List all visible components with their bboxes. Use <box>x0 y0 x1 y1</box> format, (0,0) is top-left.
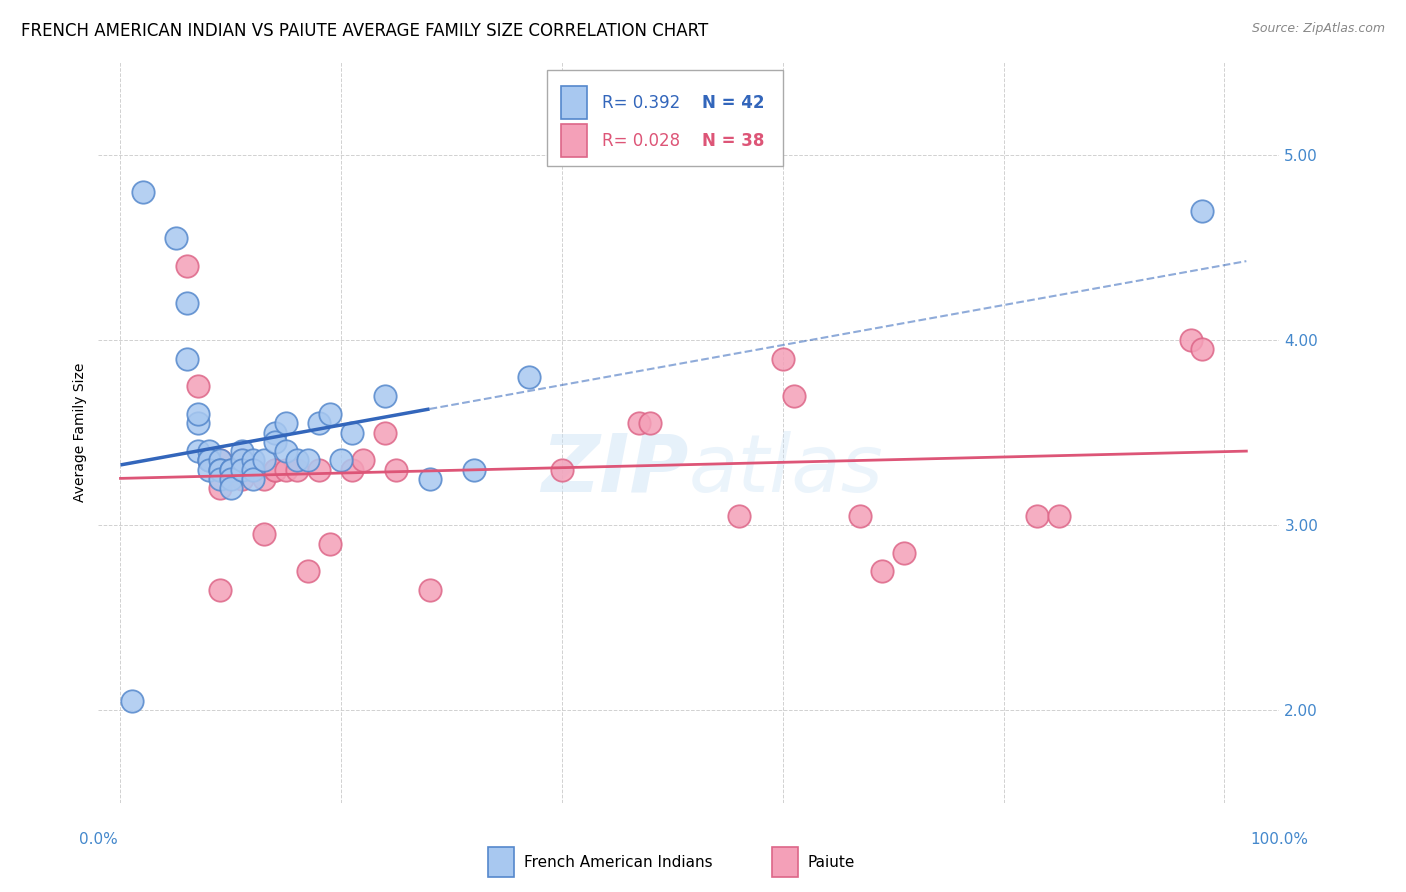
Point <box>208 582 231 597</box>
Point <box>198 453 221 467</box>
Point <box>463 462 485 476</box>
Point <box>517 370 540 384</box>
Point <box>308 417 330 431</box>
Point <box>198 444 221 458</box>
Bar <box>561 124 588 157</box>
Y-axis label: Average Family Size: Average Family Size <box>73 363 87 502</box>
Point <box>242 462 264 476</box>
Point <box>1047 508 1070 523</box>
Point <box>187 417 209 431</box>
Point <box>264 434 287 449</box>
Point <box>121 694 143 708</box>
Point <box>131 185 153 199</box>
Point <box>242 462 264 476</box>
Point <box>342 425 364 440</box>
Point <box>419 582 441 597</box>
Point <box>165 231 187 245</box>
Point <box>176 296 198 310</box>
Point <box>242 472 264 486</box>
Point <box>264 462 287 476</box>
Point <box>198 462 221 476</box>
Point <box>231 462 253 476</box>
Point <box>208 453 231 467</box>
Point <box>385 462 408 476</box>
Point <box>219 462 242 476</box>
Point <box>208 462 231 476</box>
Point <box>208 481 231 495</box>
Point <box>783 388 806 402</box>
Point <box>219 481 242 495</box>
Point <box>253 472 276 486</box>
Point <box>253 453 276 467</box>
Point <box>274 444 297 458</box>
Point <box>285 453 308 467</box>
Point <box>352 453 374 467</box>
Point <box>419 472 441 486</box>
Point <box>319 536 342 550</box>
Text: Source: ZipAtlas.com: Source: ZipAtlas.com <box>1251 22 1385 36</box>
Bar <box>488 847 515 877</box>
Point <box>772 351 794 366</box>
Point <box>231 453 253 467</box>
Point <box>374 388 396 402</box>
Point <box>219 462 242 476</box>
Text: N = 42: N = 42 <box>702 94 765 112</box>
Point <box>187 407 209 421</box>
Point <box>219 462 242 476</box>
Point <box>628 417 651 431</box>
Point <box>342 462 364 476</box>
Text: FRENCH AMERICAN INDIAN VS PAIUTE AVERAGE FAMILY SIZE CORRELATION CHART: FRENCH AMERICAN INDIAN VS PAIUTE AVERAGE… <box>21 22 709 40</box>
Point <box>274 462 297 476</box>
Point <box>187 444 209 458</box>
Point <box>308 462 330 476</box>
Point <box>297 453 319 467</box>
Point <box>231 453 253 467</box>
Text: ZIP: ZIP <box>541 431 689 508</box>
Text: R= 0.028: R= 0.028 <box>602 131 679 150</box>
Point <box>208 472 231 486</box>
Text: R= 0.392: R= 0.392 <box>602 94 679 112</box>
Point <box>198 453 221 467</box>
Text: 0.0%: 0.0% <box>79 832 118 847</box>
Point <box>242 453 264 467</box>
Point <box>893 546 915 560</box>
Point <box>849 508 872 523</box>
Point <box>208 462 231 476</box>
Point <box>285 462 308 476</box>
Point <box>219 462 242 476</box>
Point <box>297 565 319 579</box>
Bar <box>547 70 783 166</box>
Point <box>219 472 242 486</box>
Point <box>727 508 749 523</box>
Point <box>176 259 198 273</box>
Point <box>870 565 893 579</box>
Bar <box>772 847 797 877</box>
Text: French American Indians: French American Indians <box>523 855 713 870</box>
Point <box>319 407 342 421</box>
Point <box>231 472 253 486</box>
Point <box>551 462 574 476</box>
Point <box>198 453 221 467</box>
Text: N = 38: N = 38 <box>702 131 765 150</box>
Point <box>176 351 198 366</box>
Point <box>187 379 209 393</box>
Point <box>264 425 287 440</box>
Text: atlas: atlas <box>689 431 884 508</box>
Point <box>1191 203 1213 218</box>
Point <box>1025 508 1047 523</box>
Text: Paiute: Paiute <box>807 855 855 870</box>
Point <box>231 444 253 458</box>
Point <box>1180 333 1202 347</box>
Point <box>253 527 276 541</box>
Point <box>208 453 231 467</box>
Point <box>1191 343 1213 357</box>
Point <box>640 417 662 431</box>
Point <box>264 462 287 476</box>
Point <box>374 425 396 440</box>
Bar <box>561 87 588 120</box>
Text: 100.0%: 100.0% <box>1250 832 1309 847</box>
Point <box>330 453 353 467</box>
Point <box>274 417 297 431</box>
